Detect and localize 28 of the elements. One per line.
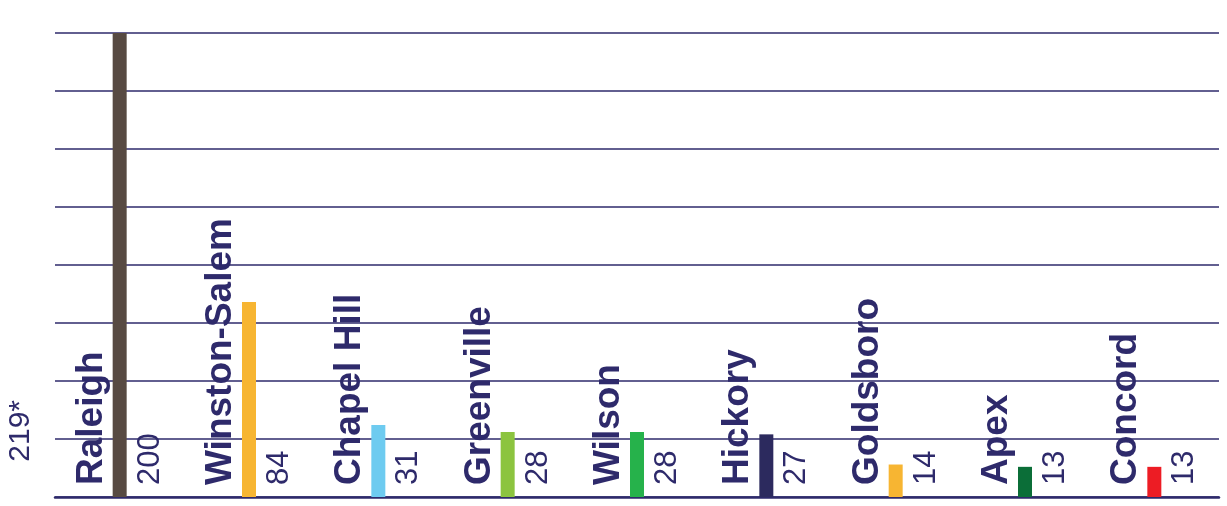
x-tick-label: Greenville [456,306,498,485]
x-tick-label: Apex [974,394,1015,485]
data-label: 14 [906,450,942,485]
x-tick-label: Wilson [586,364,627,485]
data-label: 28 [518,450,554,485]
bar [371,425,386,497]
data-label: 84 [260,450,295,485]
bar [1147,466,1162,497]
x-tick-label: Goldsboro [844,297,886,485]
data-label: 31 [389,450,425,485]
x-tick-label: Hickory [715,348,757,485]
x-tick-label: Chapel Hill [327,293,369,485]
x-tick-label: Raleigh [68,351,110,485]
bar [630,432,644,497]
data-label: 13 [1036,450,1071,485]
bar [1018,466,1032,497]
data-label: 27 [777,450,813,485]
x-tick-label: Concord [1103,332,1145,485]
data-label: 28 [648,450,683,485]
bar [242,302,256,497]
data-label: 13 [1165,450,1201,485]
text: 219* [1,399,35,462]
bar [759,434,774,497]
bar [112,33,127,497]
x-tick-label: Winston-Salem [198,218,239,485]
bar [888,464,903,497]
data-label: 200 [130,433,166,485]
bar [500,432,515,497]
